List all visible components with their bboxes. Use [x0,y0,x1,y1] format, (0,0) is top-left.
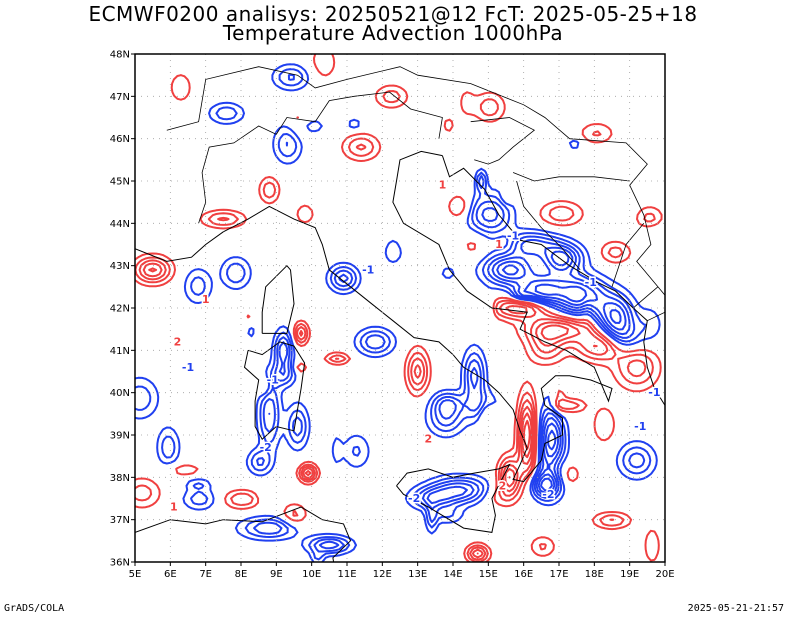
contour-label: 1 [439,179,447,192]
lat-tick-label: 37N [110,515,130,526]
lon-tick-label: 10E [302,569,321,580]
contour-label: 1 [202,293,210,306]
lat-tick-label: 38N [110,473,130,484]
render-timestamp: 2025-05-21-21:57 [687,603,784,614]
lat-tick-label: 36N [110,558,130,569]
lon-tick-label: 19E [620,569,639,580]
map-title-line2: Temperature Advection 1000hPa [222,21,564,45]
contour-label: -1 [585,276,597,289]
lon-tick-label: 11E [337,569,356,580]
border-1 [166,66,665,296]
contour-label: -1 [634,420,646,433]
lat-tick-label: 40N [110,388,130,399]
coastline-1 [441,155,665,406]
contour-label: 2 [174,335,182,348]
contour-label: -2 [408,492,420,505]
border-7 [647,311,665,322]
positive-contour-1 [135,90,656,562]
lon-tick-label: 16E [514,569,533,580]
lon-tick-label: 8E [235,569,248,580]
map-title-line1: ECMWF0200 analisys: 20250521@12 FcT: 202… [88,2,698,26]
contour-label: 1 [495,238,503,251]
coastline-layer [135,66,665,562]
lon-tick-label: 12E [373,569,392,580]
lon-tick-label: 15E [479,569,498,580]
negative-contour-m2_5 [426,246,627,505]
contour-label: -2 [542,488,554,501]
lat-tick-label: 47N [110,92,130,103]
contour-label: -1 [507,230,519,243]
lat-tick-label: 43N [110,261,130,272]
longitude-axis: 5E 6E 7E 8E 9E 10E 11E 12E 13E 14E 15E 16E 17E 18E 19E… [129,562,675,580]
contour-layer [135,54,663,562]
coastline-0 [223,150,613,483]
border-5 [611,223,645,287]
lon-tick-label: 17E [549,569,568,580]
lon-tick-label: 9E [270,569,283,580]
lon-tick-label: 14E [443,569,462,580]
contour-label: 2 [499,479,507,492]
coastline-3 [243,341,306,440]
lat-tick-label: 45N [110,177,130,188]
software-credit: GrADS/COLA [4,603,65,614]
lon-tick-label: 7E [199,569,212,580]
border-0 [198,91,443,224]
lon-tick-label: 6E [164,569,177,580]
negative-contour-m2 [268,207,631,550]
border-6 [632,286,659,309]
positive-contour-1_5 [138,143,647,561]
border-3 [512,172,630,182]
contour-label: -1 [362,263,374,276]
positive-contour-2_5 [148,267,569,555]
border-4 [516,180,581,271]
coastline-7 [135,519,224,533]
contour-label: -1 [182,361,194,374]
contour-label: -2 [260,441,272,454]
coastline-4 [261,264,295,334]
contour-label-layer: -1 -1 -1 -1 -2 -2 -2 -1 -1 -1 1 1 1 2 2 1 2 [169,177,662,515]
lat-tick-label: 46N [110,134,130,145]
lat-tick-label: 48N [110,50,130,61]
contour-label: -1 [267,373,279,386]
lat-tick-label: 42N [110,304,130,315]
lat-tick-label: 44N [110,219,130,230]
lat-tick-label: 41N [110,346,130,357]
latitude-axis: 36N 37N 38N 39N 40N 41N 42N 43N 44N 45N 46N 47N 48N [110,50,135,569]
contour-label: 1 [170,500,178,513]
negative-contour-m1 [135,68,652,561]
lon-tick-label: 18E [585,569,604,580]
coastline-6 [223,506,352,562]
lat-tick-label: 39N [110,431,130,442]
negative-contour-m3 [501,250,622,492]
lon-tick-label: 5E [129,569,142,580]
lon-tick-label: 13E [408,569,427,580]
lon-tick-label: 20E [655,569,674,580]
border-2 [470,117,536,165]
coastline-5 [396,463,511,533]
contour-label: -1 [648,386,660,399]
coastline-2 [135,231,224,262]
contour-label: 2 [424,433,432,446]
lat-lon-grid [135,54,665,562]
